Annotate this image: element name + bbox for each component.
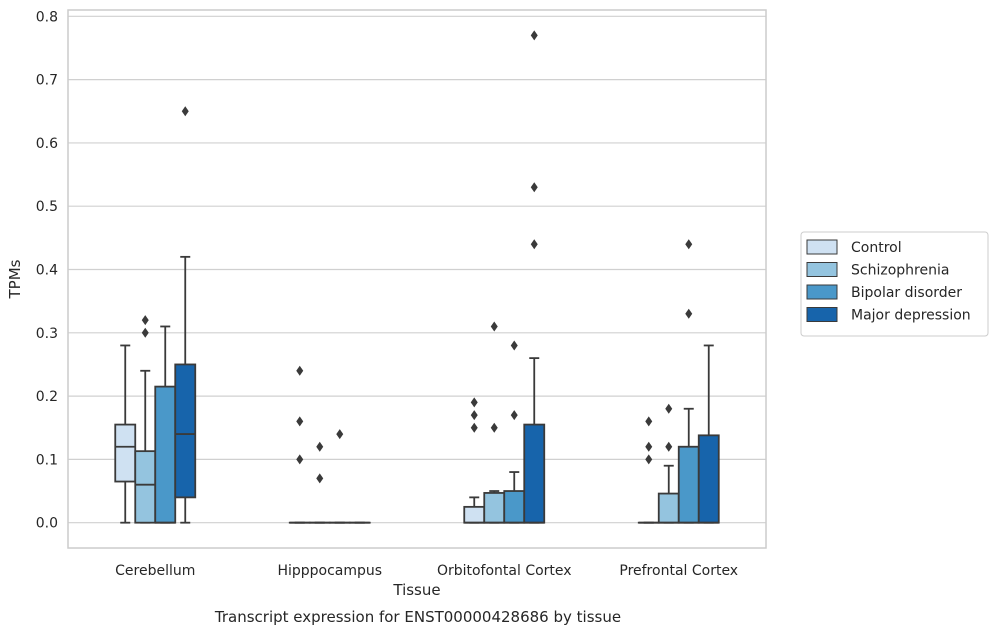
- box-group: [503, 340, 526, 524]
- legend-swatch: [806, 307, 838, 322]
- outlier-point: [316, 473, 324, 484]
- outlier-point: [141, 315, 149, 326]
- y-tick-label: 0.3: [36, 326, 58, 342]
- outlier-point: [645, 441, 653, 452]
- y-tick-label: 0.4: [36, 263, 58, 279]
- box-group: [523, 30, 546, 524]
- box: [677, 445, 700, 524]
- x-tick-labels: Cerebellum Hipppocampus Orbitofontal Corte…: [115, 563, 738, 579]
- outlier-point: [470, 422, 478, 433]
- box-group: [677, 239, 700, 524]
- box-group: [657, 403, 680, 524]
- y-tick-label: 0.7: [36, 73, 58, 89]
- x-tick-label: Prefrontal Cortex: [619, 563, 738, 579]
- legend-swatch: [806, 239, 838, 255]
- box: [174, 363, 197, 499]
- box: [154, 385, 177, 524]
- y-tick-label: 0.2: [36, 389, 58, 405]
- outlier-point: [336, 429, 344, 440]
- outlier-point: [530, 182, 538, 193]
- box-group: [154, 325, 177, 524]
- outlier-point: [685, 239, 693, 250]
- box-group: [483, 321, 506, 524]
- box: [483, 492, 506, 524]
- outlier-point: [490, 321, 498, 332]
- outlier-point: [296, 416, 304, 427]
- outlier-point: [296, 454, 304, 465]
- box-group: [463, 397, 486, 524]
- plot-frame: [67, 9, 767, 549]
- outlier-point: [470, 410, 478, 421]
- y-tick-label: 0.8: [36, 9, 58, 25]
- chart-caption: Transcript expression for ENST0000042868…: [214, 608, 621, 626]
- box: [463, 505, 486, 524]
- legend-label: Major depression: [851, 308, 971, 324]
- legend-swatch: [806, 284, 838, 300]
- box-group: [637, 416, 660, 524]
- y-tick-label: 0.0: [36, 516, 58, 532]
- outlier-point: [645, 454, 653, 465]
- x-axis-title: Tissue: [392, 581, 440, 599]
- y-tick-labels: 0.0 0.1 0.2 0.3 0.4 0.5 0.6 0.7 0.8: [36, 9, 58, 531]
- outlier-point: [685, 308, 693, 319]
- outlier-point: [530, 30, 538, 41]
- x-tick-label: Orbitofontal Cortex: [437, 563, 572, 579]
- box: [114, 423, 137, 483]
- outlier-point: [665, 403, 673, 414]
- box-group: [134, 315, 157, 524]
- box: [523, 423, 546, 524]
- box-group: [174, 106, 197, 524]
- y-axis-title: TPMs: [6, 259, 24, 299]
- x-tick-label: Cerebellum: [115, 563, 195, 579]
- y-tick-label: 0.1: [36, 452, 58, 468]
- legend-label: Control: [851, 240, 902, 256]
- y-tick-label: 0.5: [36, 199, 58, 215]
- outlier-point: [470, 397, 478, 408]
- outlier-point: [141, 327, 149, 338]
- outlier-point: [665, 441, 673, 452]
- outlier-point: [645, 416, 653, 427]
- y-tick-label: 0.6: [36, 136, 58, 152]
- box: [503, 490, 526, 524]
- box-group: [114, 344, 137, 524]
- legend-swatch: [806, 262, 838, 277]
- legend: Control Schizophrenia Bipolar disorder Majo…: [800, 231, 989, 337]
- outlier-point: [510, 410, 518, 421]
- box-group: [697, 344, 720, 524]
- outlier-point: [490, 422, 498, 433]
- outlier-point: [530, 239, 538, 250]
- box-marks: [114, 30, 720, 524]
- outlier-point: [296, 365, 304, 376]
- x-tick-label: Hipppocampus: [277, 563, 382, 579]
- outlier-point: [510, 340, 518, 351]
- legend-label: Bipolar disorder: [851, 285, 962, 301]
- box: [697, 434, 720, 524]
- box: [134, 450, 157, 524]
- box-group: [328, 429, 351, 524]
- legend-frame: [800, 231, 989, 337]
- box-group: [308, 441, 331, 524]
- legend-label: Schizophrenia: [851, 263, 949, 279]
- outlier-point: [316, 441, 324, 452]
- box-group: [288, 365, 311, 524]
- box: [657, 492, 680, 524]
- outlier-point: [181, 106, 189, 117]
